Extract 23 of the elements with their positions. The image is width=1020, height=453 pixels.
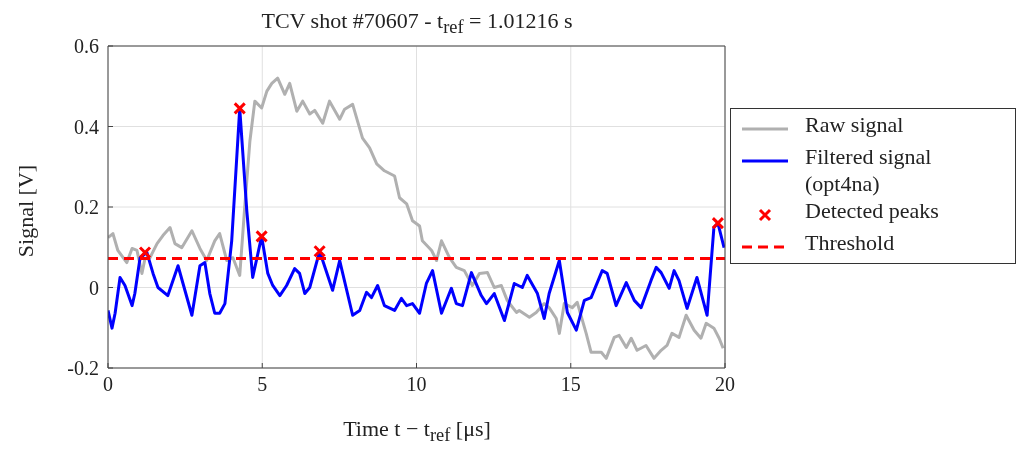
x-tick-label: 5 <box>257 373 268 396</box>
chart-title: TCV shot #70607 - t$_{ref}$ = 1.01216 s <box>260 8 574 39</box>
line-series <box>108 76 725 360</box>
y-axis-title: Signal [V] <box>13 163 39 260</box>
legend-label: Filtered signal (opt4na) <box>805 143 933 197</box>
point <box>233 101 247 115</box>
y-tick-label: 0.4 <box>74 115 99 138</box>
y-tick-label: 0.2 <box>74 196 99 219</box>
point <box>313 244 327 258</box>
y-tick-label: -0.2 <box>67 357 99 380</box>
legend-label: Raw signal <box>805 111 905 138</box>
point <box>711 216 725 230</box>
x-tick-label: 15 <box>560 373 581 396</box>
y-tick-label: 0 <box>89 276 99 299</box>
x-tick-label: 0 <box>103 373 113 396</box>
x-tick-label: 20 <box>715 373 735 396</box>
legend-label: Detected peaks <box>805 197 940 224</box>
point <box>255 229 269 243</box>
x-tick-label: 10 <box>406 373 427 396</box>
legend-label: Threshold <box>805 229 896 256</box>
x-axis-title: Time t − t$_{ref}$ [μs] <box>342 416 492 447</box>
point <box>138 245 152 259</box>
y-tick-label: 0.6 <box>74 35 99 58</box>
